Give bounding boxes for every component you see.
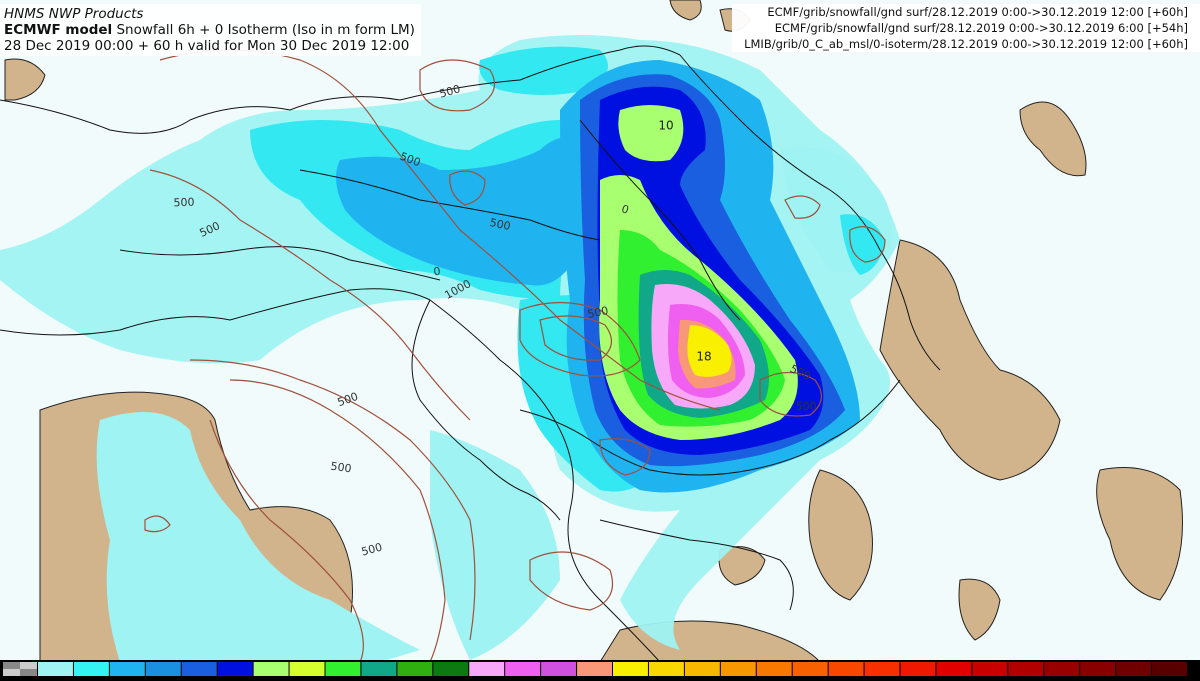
- colorbar-label: 24.0: [816, 676, 841, 681]
- colorbar-label: 19.0: [709, 676, 734, 681]
- colorbar-swatch: [1152, 662, 1187, 676]
- contour-label: 500: [360, 541, 384, 559]
- colorbar-swatch: [1116, 662, 1152, 676]
- colorbar-label: 39.0: [996, 676, 1021, 681]
- colorbar-label: 9.0: [353, 676, 371, 681]
- contour-label: 500: [336, 390, 360, 409]
- colorbar-swatch: [361, 662, 397, 676]
- product: Snowfall 6h + 0 Isotherm (Iso in m form …: [116, 22, 415, 38]
- colorbar-swatch: [397, 662, 433, 676]
- colorbar: 0.0 1.0 2.0 3.0 4.0 5.0 6.0 7.0 8.0 9.0 10.0 11.0 12…: [0, 660, 1200, 681]
- colorbar-swatch: [648, 662, 684, 676]
- colorbar-label: 8.0: [317, 676, 335, 681]
- header: HNMS NWP Products ECMWF model Snowfall 6…: [0, 4, 421, 56]
- model-name: ECMWF model: [4, 22, 113, 38]
- contour-label: 0: [433, 265, 441, 279]
- snowfall-field: [0, 35, 900, 662]
- colorbar-swatch: [972, 662, 1008, 676]
- contour-label: 10: [658, 119, 673, 133]
- colorbar-swatch: [253, 662, 289, 676]
- colorbar-label: 18.0: [673, 676, 698, 681]
- run-time: 28 Dec 2019 00:00 + 60 h valid for Mon 3…: [4, 38, 410, 54]
- colorbar-swatch: [1044, 662, 1080, 676]
- colorbar-swatch: [792, 662, 828, 676]
- colorbar-swatch: [433, 662, 469, 676]
- colorbar-label: 1.0: [65, 676, 83, 681]
- colorbar-swatch: [720, 662, 756, 676]
- colorbar-swatch: [1080, 662, 1116, 676]
- colorbar-label: 20.0: [745, 676, 770, 681]
- colorbar-swatch: [217, 662, 253, 676]
- colorbar-label: 14.0: [529, 676, 554, 681]
- colorbar-swatch: [325, 662, 361, 676]
- colorbar-label: 27.0: [852, 676, 877, 681]
- colorbar-swatch: [936, 662, 972, 676]
- contour-label: 0: [620, 202, 630, 216]
- colorbar-swatch: [828, 662, 864, 676]
- colorbar-swatch: [181, 662, 217, 676]
- colorbar-label: 50.0: [1140, 676, 1165, 681]
- isotherm-contours: [144, 49, 886, 663]
- contour-label: 500: [173, 196, 194, 210]
- contour-label: 500: [586, 304, 609, 321]
- colorbar-label: 13.0: [493, 676, 518, 681]
- colorbar-label: 6.0: [245, 676, 263, 681]
- colorbar-label: 10.0: [385, 676, 410, 681]
- contour-label: 500: [438, 82, 462, 100]
- colorbar-swatch: [900, 662, 936, 676]
- colorbar-label: 33.0: [924, 676, 949, 681]
- colorbar-swatch: [541, 662, 577, 676]
- checker: [20, 662, 37, 669]
- colorbar-swatch: [1008, 662, 1044, 676]
- colorbar-swatch: [684, 662, 720, 676]
- source: HNMS NWP Products: [4, 6, 144, 22]
- colorbar-swatch: [109, 662, 145, 676]
- colorbar-swatch: [756, 662, 792, 676]
- colorbar-label: 2.0: [101, 676, 119, 681]
- colorbar-label: 5.0: [209, 676, 227, 681]
- colorbar-label: 36.0: [960, 676, 985, 681]
- colorbar-label: 0.0: [29, 676, 47, 681]
- info-box: ECMF/grib/snowfall/gnd surf/28.12.2019 0…: [732, 4, 1200, 52]
- colorbar-label: 16.0: [601, 676, 626, 681]
- contour-label: 500: [795, 399, 817, 413]
- contour-label: 18: [696, 350, 711, 364]
- colorbar-swatch: [613, 662, 648, 676]
- colorbar-label: 21.0: [780, 676, 805, 681]
- colorbar-swatch: [469, 662, 505, 676]
- colorbar-label: 15.0: [565, 676, 590, 681]
- colorbar-swatch: [864, 662, 900, 676]
- colorbar-swatch: [289, 662, 325, 676]
- colorbar-label: 17.0: [637, 676, 662, 681]
- info-line: ECMF/grib/snowfall/gnd surf/28.12.2019 0…: [768, 20, 1194, 36]
- checker: [3, 662, 20, 669]
- colorbar-label: 30.0: [888, 676, 913, 681]
- colorbar-swatch: [505, 662, 541, 676]
- colorbar-swatch: [577, 662, 612, 676]
- checker: [20, 669, 37, 676]
- colorbar-label: 11.0: [421, 676, 446, 681]
- info-line: ECMF/grib/snowfall/gnd surf/28.12.2019 0…: [761, 4, 1194, 20]
- colorbar-label: 12.0: [457, 676, 482, 681]
- colorbar-swatch: [73, 662, 109, 676]
- colorbar-swatch: [145, 662, 181, 676]
- colorbar-label: 44.0: [1068, 676, 1093, 681]
- info-line: LMIB/grib/0_C_ab_msl/0-isoterm/28.12.201…: [738, 36, 1194, 52]
- colorbar-label: 3.0: [137, 676, 155, 681]
- colorbar-label: 7.0: [281, 676, 299, 681]
- colorbar-label: 41.0: [1032, 676, 1057, 681]
- coastlines: [0, 45, 941, 663]
- colorbar-swatch: [38, 662, 73, 676]
- checker: [3, 669, 20, 676]
- colorbar-label: 47.0: [1104, 676, 1129, 681]
- contour-label: 500: [488, 216, 511, 233]
- contour-label: 500: [330, 460, 353, 476]
- colorbar-label: 4.0: [173, 676, 191, 681]
